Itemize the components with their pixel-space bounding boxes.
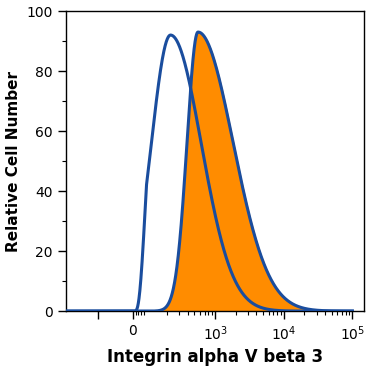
Y-axis label: Relative Cell Number: Relative Cell Number [6, 71, 20, 251]
X-axis label: Integrin alpha V beta 3: Integrin alpha V beta 3 [107, 349, 323, 366]
